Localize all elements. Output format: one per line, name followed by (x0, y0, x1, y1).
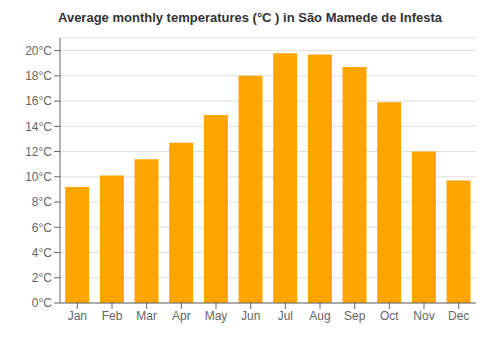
html-text:Average monthly temperatures (: Average monthly temperatures (°C ) in Sã… (58, 10, 442, 25)
svg-text:0°C: 0°C (32, 296, 52, 310)
svg-text:4°C: 4°C (32, 246, 52, 260)
svg-text:Jul: Jul (278, 309, 293, 323)
svg-text:Sep: Sep (344, 309, 366, 323)
svg-text:Mar: Mar (136, 309, 157, 323)
svg-text:20°C: 20°C (25, 44, 52, 58)
svg-text:Dec: Dec (448, 309, 469, 323)
svg-text:Jun: Jun (241, 309, 260, 323)
svg-text:18°C: 18°C (25, 69, 52, 83)
svg-text:16°C: 16°C (25, 94, 52, 108)
svg-text:10°C: 10°C (25, 170, 52, 184)
svg-text:Aug: Aug (309, 309, 330, 323)
svg-text:14°C: 14°C (25, 120, 52, 134)
svg-text:Oct: Oct (380, 309, 399, 323)
svg-text:May: May (205, 309, 228, 323)
svg-text:Feb: Feb (102, 309, 123, 323)
svg-text:Nov: Nov (413, 309, 434, 323)
svg-text:6°C: 6°C (32, 221, 52, 235)
svg-text:Apr: Apr (172, 309, 191, 323)
svg-text:Jan: Jan (68, 309, 87, 323)
svg-text:8°C: 8°C (32, 195, 52, 209)
svg-text:12°C: 12°C (25, 145, 52, 159)
svg-text:2°C: 2°C (32, 271, 52, 285)
